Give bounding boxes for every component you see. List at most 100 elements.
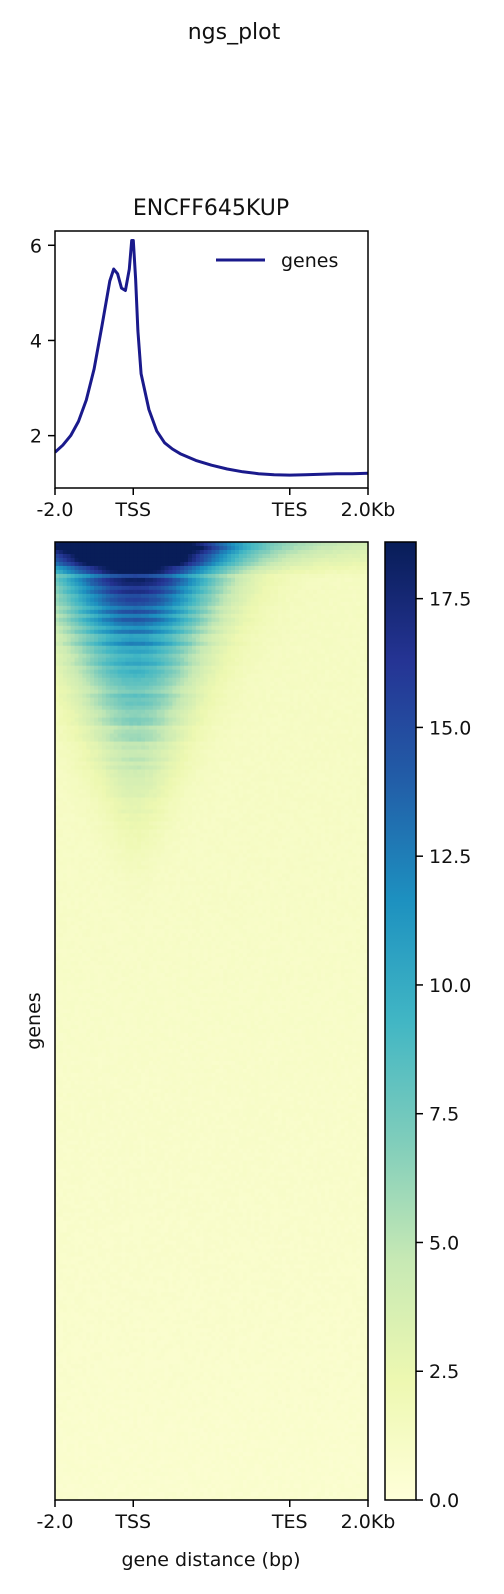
heatmap-cell <box>164 705 169 711</box>
heatmap-cell <box>141 613 146 619</box>
heatmap-cell <box>137 545 142 551</box>
heatmap-cell <box>309 542 314 547</box>
heatmap-cell <box>125 745 130 750</box>
heatmap-cell <box>78 745 83 750</box>
heatmap-cell <box>129 589 134 595</box>
heatmap-cell <box>234 557 240 563</box>
heatmap-cell <box>94 729 99 734</box>
heatmap-cell <box>164 697 169 703</box>
heatmap-cell <box>211 669 216 675</box>
heatmap-cell <box>82 613 87 619</box>
heatmap-cell <box>160 709 165 715</box>
heatmap-cell <box>223 761 228 766</box>
heatmap-cell <box>223 593 228 599</box>
heatmap-cell <box>281 761 287 766</box>
heatmap-cell <box>313 633 318 639</box>
heatmap-cell <box>285 737 291 742</box>
heatmap-cell <box>82 593 87 599</box>
heatmap-cell <box>324 733 330 738</box>
heatmap-cell <box>231 777 236 782</box>
heatmap-cell <box>305 645 310 651</box>
heatmap-cell <box>70 629 75 635</box>
heatmap-cell <box>324 765 330 770</box>
heatmap-cell <box>278 625 283 631</box>
heatmap-cell <box>117 649 122 655</box>
heatmap-cell <box>203 649 208 655</box>
heatmap-cell <box>94 581 99 587</box>
heatmap-cell <box>152 785 158 790</box>
heatmap-cell <box>109 753 115 758</box>
heatmap-cell <box>231 553 236 559</box>
heatmap-cell <box>270 569 275 575</box>
heatmap-cell <box>274 697 279 703</box>
heatmap-cell <box>70 725 75 731</box>
heatmap-cell <box>148 601 154 607</box>
heatmap-cell <box>274 565 279 571</box>
heatmap-cell <box>246 557 252 563</box>
heatmap-cell <box>82 549 87 555</box>
heatmap-cell <box>195 577 201 583</box>
heatmap-cell <box>74 565 79 571</box>
heatmap-cell <box>270 621 275 627</box>
heatmap-cell <box>105 677 111 683</box>
heatmap-cell <box>356 609 361 615</box>
heatmap-cell <box>195 621 201 627</box>
heatmap-cell <box>360 781 365 786</box>
heatmap-cell <box>195 585 201 591</box>
heatmap-cell <box>113 617 118 623</box>
heatmap-cell <box>231 761 236 766</box>
heatmap-cell <box>207 549 212 555</box>
heatmap-cell <box>324 673 330 679</box>
heatmap-cell <box>340 729 345 734</box>
heatmap-cell <box>82 649 87 655</box>
heatmap-cell <box>152 641 158 647</box>
heatmap-cell <box>207 725 212 731</box>
heatmap-cell <box>352 542 357 547</box>
heatmap-cell <box>98 581 103 587</box>
heatmap-cell <box>58 581 64 587</box>
heatmap-cell <box>340 697 345 703</box>
heatmap-cell <box>266 609 271 615</box>
heatmap-cell <box>223 781 228 786</box>
heatmap-cell <box>238 565 244 571</box>
heatmap-cell <box>58 629 64 635</box>
heatmap-cell <box>348 729 353 734</box>
heatmap-cell <box>285 601 291 607</box>
heatmap-cell <box>98 577 103 583</box>
heatmap-cell <box>98 605 103 611</box>
heatmap-cell <box>137 665 142 671</box>
heatmap-cell <box>289 542 295 547</box>
heatmap-cell <box>348 701 353 707</box>
heatmap-cell <box>66 661 72 667</box>
heatmap-cell <box>297 781 302 786</box>
heatmap-cell <box>309 561 314 567</box>
heatmap-cell <box>246 593 252 599</box>
heatmap-cell <box>168 605 173 611</box>
heatmap-cell <box>281 677 287 683</box>
heatmap-cell <box>180 589 185 595</box>
heatmap-cell <box>199 689 205 695</box>
heatmap-cell <box>78 713 83 719</box>
heatmap-cell <box>125 681 130 687</box>
heatmap-cell <box>301 637 306 643</box>
heatmap-cell <box>55 689 60 695</box>
heatmap-cell <box>184 717 189 723</box>
heatmap-cell <box>270 761 275 766</box>
heatmap-cell <box>231 737 236 742</box>
heatmap-cell <box>78 665 83 671</box>
heatmap-cell <box>188 589 193 595</box>
heatmap-cell <box>117 593 122 599</box>
heatmap-cell <box>262 777 267 782</box>
heatmap-cell <box>168 765 173 770</box>
heatmap-cell <box>223 565 228 571</box>
heatmap-cell <box>211 717 216 723</box>
heatmap-cell <box>332 781 338 786</box>
heatmap-cell <box>144 549 150 555</box>
heatmap-cell <box>203 645 208 651</box>
heatmap-cell <box>332 709 338 715</box>
heatmap-cell <box>246 729 252 734</box>
heatmap-cell <box>211 621 216 627</box>
heatmap-cell <box>324 681 330 687</box>
heatmap-cell <box>293 729 298 734</box>
heatmap-cell <box>152 657 158 663</box>
